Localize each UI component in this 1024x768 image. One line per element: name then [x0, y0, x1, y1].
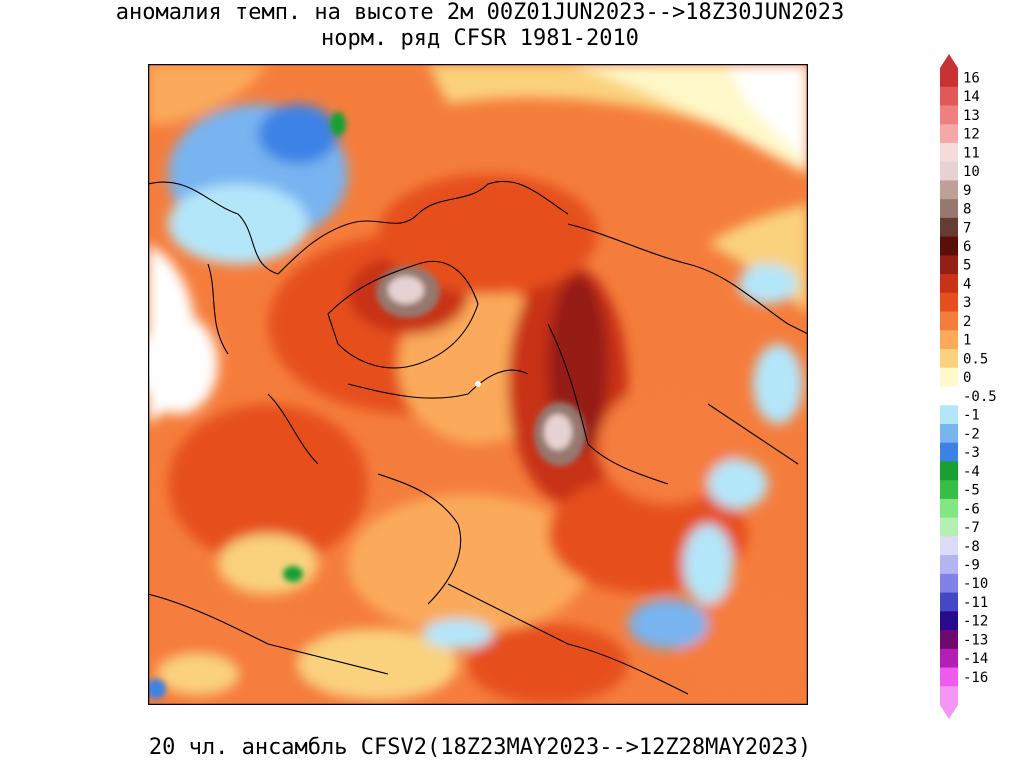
colorbar-tick-label: -6 [963, 501, 980, 517]
colorbar-swatch [940, 386, 958, 406]
colorbar-tick-label: 6 [963, 239, 971, 255]
colorbar-tick-label: 11 [963, 145, 980, 161]
colorbar-swatch [940, 105, 958, 125]
colorbar-swatch [940, 461, 958, 481]
colorbar-tick-label: 3 [963, 295, 971, 311]
colorbar-tick-label: -4 [963, 464, 980, 480]
ensemble-caption: 20 чл. ансамбль CFSV2(18Z23MAY2023-->12Z… [148, 735, 812, 760]
colorbar-swatch [940, 349, 958, 369]
hotspots [148, 112, 586, 699]
colorbar-swatch [940, 274, 958, 294]
colorbar-tick-label: 12 [963, 127, 980, 143]
map-frame [147, 63, 809, 706]
colorbar-swatch [940, 68, 958, 88]
anomaly-map-svg [147, 63, 809, 706]
coastlines [148, 180, 808, 695]
colorbar-tick-label: -10 [963, 576, 988, 592]
colorbar-swatch [940, 255, 958, 275]
colorbar-tick-label: 10 [963, 164, 980, 180]
colorbar-tick-label: -0.5 [963, 389, 997, 405]
colorbar-swatch [940, 611, 958, 631]
colorbar-swatch [940, 405, 958, 425]
colorbar-tick-label: 5 [963, 258, 971, 274]
colorbar: 16 14 13 12 11 10 9 8 7 6 5 4 3 2 1 0.5 0 -0.5 -1 -2 -3 -4 -5 -… [930, 50, 1020, 720]
colorbar-swatch [940, 592, 958, 612]
colorbar-swatch [940, 367, 958, 387]
colorbar-swatch [940, 648, 958, 669]
colorbar-swatch [940, 442, 958, 462]
colorbar-swatch [940, 236, 958, 256]
colorbar-swatch [940, 536, 958, 556]
colorbar-swatch [940, 217, 958, 238]
colorbar-swatch [940, 180, 958, 200]
colorbar-swatch [940, 480, 958, 500]
colorbar-swatch [940, 124, 958, 144]
colorbar-tick-label: 9 [963, 183, 971, 199]
colorbar-tick-label: -9 [963, 557, 980, 573]
colorbar-swatch [940, 292, 958, 313]
colorbar-tick-label: 0 [963, 370, 971, 386]
colorbar-tick-label: 4 [963, 276, 971, 292]
colorbar-svg: 16 14 13 12 11 10 9 8 7 6 5 4 3 2 1 0.5 0 -0.5 -1 -2 -3 -4 -5 -… [940, 54, 997, 719]
colorbar-swatch [940, 330, 958, 350]
colorbar-swatch [940, 573, 958, 594]
colorbar-tick-label: 7 [963, 220, 971, 236]
colorbar-top-triangle [940, 54, 958, 68]
colorbar-tick-label: 1 [963, 333, 971, 349]
anomaly-map [147, 63, 809, 706]
colorbar-swatch [940, 555, 958, 575]
colorbar-tick-label: -13 [963, 632, 988, 648]
colorbar-swatch [940, 423, 958, 444]
colorbar-tick-label: -14 [963, 651, 988, 667]
colorbar-tick-label: 0.5 [963, 351, 988, 367]
colorbar-tick-label: -1 [963, 408, 980, 424]
colorbar-swatch [940, 86, 958, 106]
colorbar-swatch [940, 630, 958, 650]
chart-title-line-2: норм. ряд CFSR 1981-2010 [321, 26, 639, 51]
colorbar-swatch [940, 498, 958, 519]
colorbar-swatch [940, 667, 958, 687]
colorbar-tick-label: -8 [963, 539, 980, 555]
colorbar-swatch [940, 161, 958, 181]
colorbar-tick-label: -12 [963, 614, 988, 630]
colorbar-tick-label: -11 [963, 595, 988, 611]
anomaly-field [148, 64, 808, 705]
colorbar-tick-label: 8 [963, 202, 971, 218]
chart-title-line-1: аномалия темп. на высоте 2м 00Z01JUN2023… [115, 0, 845, 25]
colorbar-swatch [940, 199, 958, 219]
colorbar-tick-label: -2 [963, 426, 980, 442]
colorbar-tick-label: -3 [963, 445, 980, 461]
colorbar-swatch [940, 517, 958, 537]
colorbar-swatch [940, 142, 958, 163]
north-pole-marker [475, 381, 481, 387]
colorbar-tick-label: 16 [963, 70, 980, 86]
colorbar-tick-label: -5 [963, 483, 980, 499]
colorbar-tick-label: 2 [963, 314, 971, 330]
colorbar-tick-label: 13 [963, 108, 980, 124]
colorbar-tick-label: -16 [963, 670, 988, 686]
colorbar-swatch [940, 686, 958, 706]
colorbar-swatch [940, 311, 958, 331]
colorbar-tick-label: -7 [963, 520, 980, 536]
colorbar-bottom-triangle [940, 705, 958, 719]
colorbar-tick-label: 14 [963, 89, 980, 105]
